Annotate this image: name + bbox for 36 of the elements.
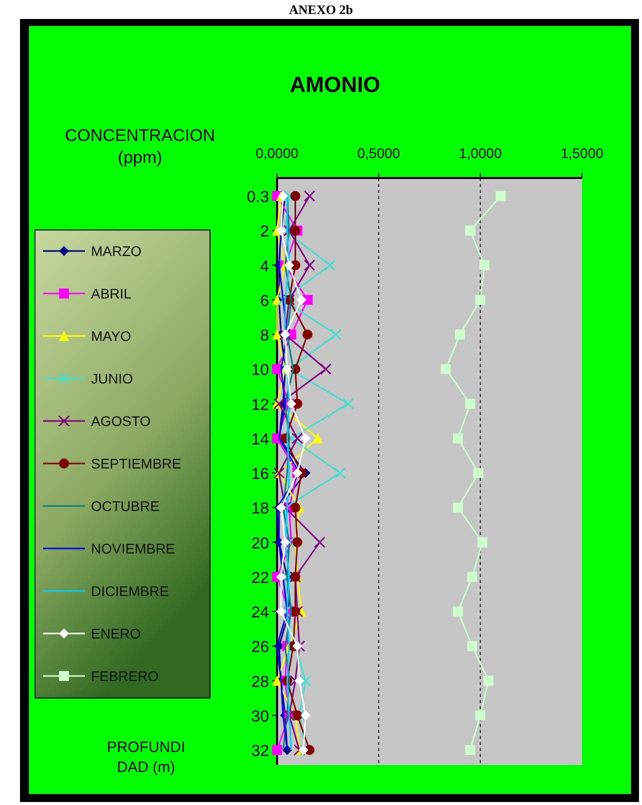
legend-label: NOVIEMBRE (91, 540, 176, 556)
legend-label: MAYO (91, 328, 132, 344)
legend-label: MARZO (91, 243, 142, 259)
y-tick-label: 16 (251, 466, 270, 483)
legend-label: ABRIL (91, 286, 132, 302)
legend-label: FEBRERO (91, 668, 159, 684)
text: ANEXO 2b (289, 2, 353, 17)
y-tick-label: 10 (251, 362, 270, 380)
y-tick-label: 32 (251, 743, 270, 760)
legend-label: DICIEMBRE (91, 583, 169, 599)
legend-label: OCTUBRE (91, 498, 160, 514)
y-tick-label: 18 (251, 500, 270, 518)
chart-title: AMONIO (290, 72, 380, 97)
y-tick-label: 28 (251, 674, 270, 691)
y-tick-label: 26 (251, 639, 270, 656)
y-tick-label: 6 (260, 292, 270, 310)
y-axis-title: PROFUNDIDAD (m) (106, 739, 186, 776)
legend-label: JUNIO (91, 370, 134, 386)
x-tick-label: 0,5000 (357, 145, 400, 161)
x-tick-label: 1,5000 (560, 145, 604, 161)
x-tick-label: 0,0000 (256, 145, 299, 161)
legend-label: SEPTIEMBRE (91, 456, 182, 472)
y-tick-label: 0.3 (246, 189, 270, 206)
y-tick-label: 4 (260, 258, 270, 276)
y-tick-label: 20 (251, 535, 270, 552)
y-tick-label: 22 (251, 570, 270, 587)
y-tick-label: 2 (260, 224, 270, 241)
x-axis-title: CONCENTRACION (ppm) (64, 126, 216, 167)
x-tick-label: 1,0000 (458, 145, 502, 161)
y-tick-label: 8 (260, 328, 270, 344)
y-tick-label: 30 (251, 708, 270, 726)
legend-label: AGOSTO (91, 413, 151, 429)
y-tick-label: 14 (251, 431, 270, 448)
y-tick-label: 24 (251, 604, 270, 622)
y-tick-label: 12 (251, 396, 270, 414)
legend-label: ENERO (91, 626, 141, 642)
